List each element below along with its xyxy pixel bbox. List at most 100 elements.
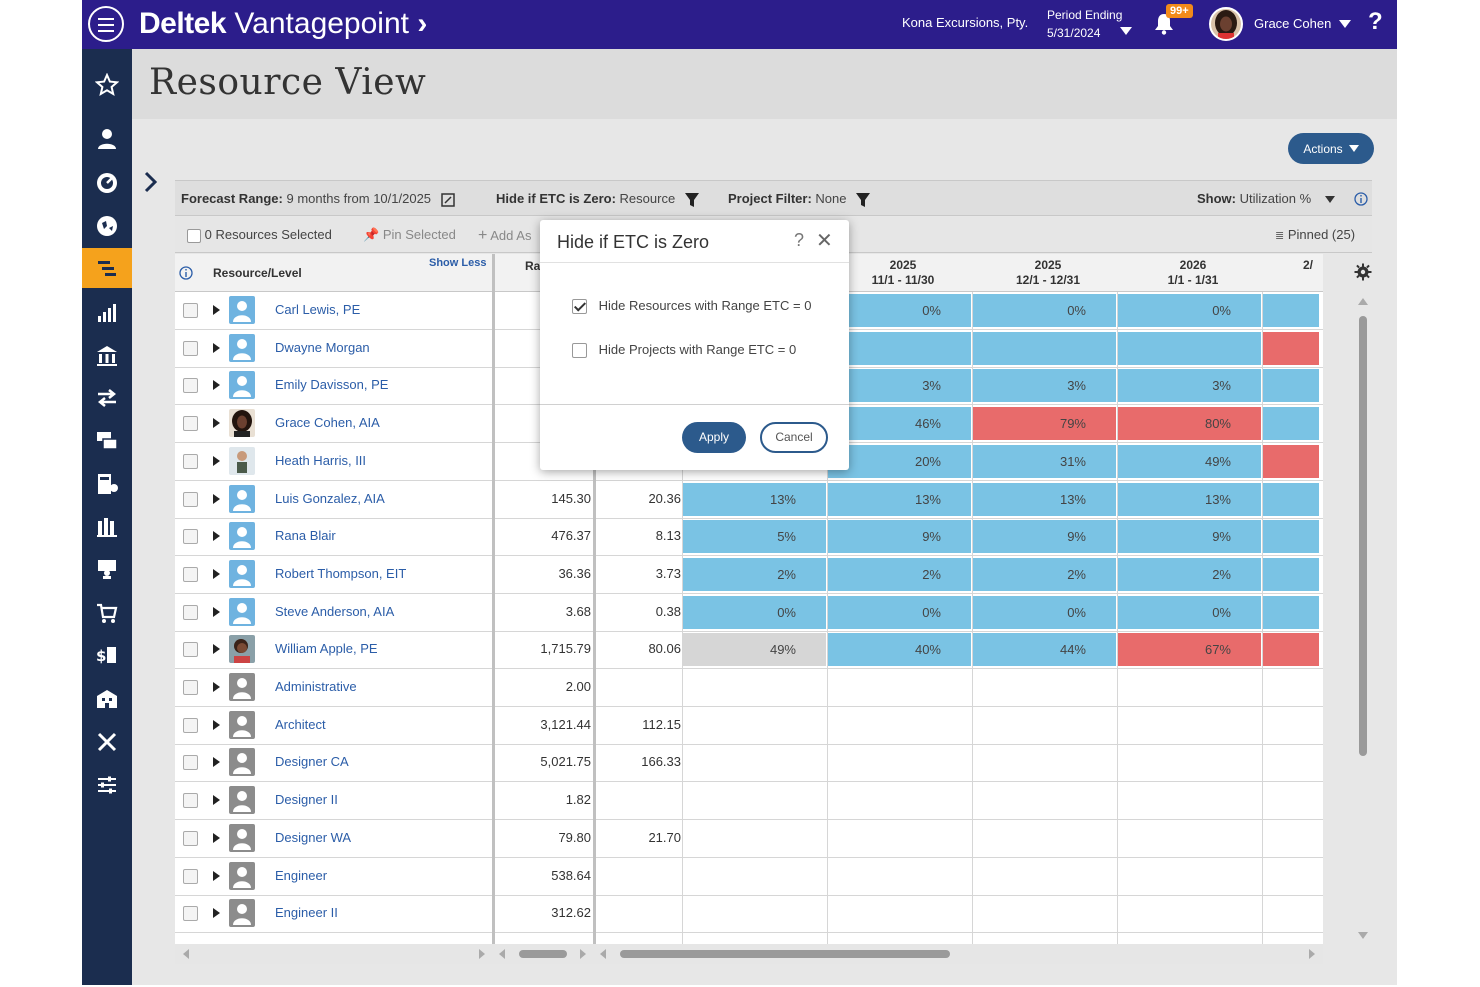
row-checkbox[interactable] bbox=[183, 906, 198, 922]
close-icon[interactable]: ✕ bbox=[816, 230, 833, 252]
info-icon[interactable] bbox=[179, 266, 193, 280]
hamburger-menu-icon[interactable] bbox=[88, 6, 124, 42]
funnel-icon[interactable] bbox=[856, 192, 871, 207]
utilization-cell[interactable]: 80% bbox=[1118, 407, 1261, 441]
utilization-cell[interactable]: 2% bbox=[973, 557, 1116, 591]
table-row[interactable]: Engineer 538.64 bbox=[175, 858, 1323, 896]
utilization-cell[interactable]: 0% bbox=[973, 595, 1116, 629]
expand-row-icon[interactable] bbox=[213, 380, 220, 391]
utilization-cell[interactable]: 44% bbox=[973, 633, 1116, 667]
resource-name-link[interactable]: Robert Thompson, EIT bbox=[275, 565, 407, 581]
col-ra[interactable]: Ra bbox=[525, 259, 541, 273]
expand-row-icon[interactable] bbox=[213, 606, 220, 617]
table-row[interactable]: Steve Anderson, AIA 3.68 0.38 0% 0% 0% 0% bbox=[175, 594, 1323, 632]
hide-resources-checkbox[interactable] bbox=[572, 299, 587, 315]
expand-row-icon[interactable] bbox=[213, 908, 220, 919]
select-all-checkbox[interactable] bbox=[187, 228, 201, 243]
table-row[interactable]: Administrative 2.00 bbox=[175, 669, 1323, 707]
expand-row-icon[interactable] bbox=[213, 531, 220, 542]
period-header[interactable]: 2025 12/1 - 12/31 bbox=[978, 258, 1118, 288]
utilization-cell[interactable] bbox=[1263, 444, 1319, 478]
table-row[interactable]: Robert Thompson, EIT 36.36 3.73 2% 2% 2% 2% bbox=[175, 556, 1323, 594]
utilization-cell[interactable] bbox=[973, 331, 1116, 365]
user-name[interactable]: Grace Cohen bbox=[1254, 16, 1332, 31]
row-checkbox[interactable] bbox=[183, 604, 198, 620]
row-checkbox[interactable] bbox=[183, 680, 198, 695]
col-resource-level[interactable]: Resource/Level bbox=[213, 266, 302, 280]
utilization-cell[interactable]: 2% bbox=[828, 557, 971, 591]
utilization-cell[interactable]: 0% bbox=[1118, 595, 1261, 629]
utilization-cell[interactable]: 3% bbox=[828, 369, 971, 403]
forecast-range[interactable]: Forecast Range: 9 months from 10/1/2025 bbox=[181, 191, 455, 207]
period-dropdown-icon[interactable] bbox=[1120, 27, 1132, 35]
row-checkbox[interactable] bbox=[183, 416, 198, 432]
resource-name-link[interactable]: Engineer bbox=[275, 867, 328, 883]
table-row[interactable]: Heath Harris, III 20% 31% 49% bbox=[175, 443, 1323, 481]
scroll-right-icon[interactable] bbox=[580, 949, 586, 959]
utilization-cell[interactable] bbox=[828, 331, 971, 365]
resource-name-link[interactable]: Steve Anderson, AIA bbox=[275, 603, 395, 619]
utilization-cell[interactable] bbox=[1263, 482, 1319, 516]
utilization-cell[interactable]: 31% bbox=[973, 444, 1116, 478]
expand-row-icon[interactable] bbox=[213, 644, 220, 655]
resource-name-link[interactable]: Designer CA bbox=[275, 754, 349, 770]
utilization-cell[interactable] bbox=[1263, 369, 1319, 403]
user-avatar[interactable] bbox=[1209, 7, 1243, 41]
expand-row-icon[interactable] bbox=[213, 682, 220, 692]
table-row[interactable]: Rana Blair 476.37 8.13 5% 9% 9% 9% bbox=[175, 518, 1323, 557]
expand-row-icon[interactable] bbox=[213, 455, 220, 466]
utilization-cell[interactable]: 40% bbox=[828, 633, 971, 667]
utilization-cell[interactable] bbox=[1118, 331, 1261, 365]
vertical-scroll-thumb[interactable] bbox=[1359, 316, 1367, 756]
table-row[interactable]: Designer II 1.82 bbox=[175, 782, 1323, 821]
utilization-cell[interactable]: 0% bbox=[1118, 294, 1261, 327]
star-icon[interactable] bbox=[82, 65, 132, 105]
chart-icon[interactable] bbox=[82, 293, 132, 333]
scroll-left-icon[interactable] bbox=[600, 949, 606, 959]
utilization-cell[interactable]: 67% bbox=[1118, 633, 1261, 667]
utilization-cell[interactable]: 0% bbox=[683, 595, 826, 629]
utilization-cell[interactable]: 13% bbox=[683, 482, 826, 516]
row-checkbox[interactable] bbox=[183, 755, 198, 771]
resource-name-link[interactable]: Dwayne Morgan bbox=[275, 339, 370, 355]
option-hide-projects[interactable]: Hide Projects with Range ETC = 0 bbox=[572, 342, 796, 359]
utilization-cell[interactable]: 9% bbox=[1118, 520, 1261, 554]
utilization-cell[interactable]: 13% bbox=[828, 482, 971, 516]
utilization-cell[interactable]: 9% bbox=[973, 520, 1116, 554]
row-checkbox[interactable] bbox=[183, 453, 198, 469]
resource-view-icon[interactable] bbox=[82, 248, 132, 288]
utilization-cell[interactable] bbox=[1263, 294, 1319, 327]
resource-name-link[interactable]: William Apple, PE bbox=[275, 641, 378, 657]
company-name[interactable]: Kona Excursions, Pty. bbox=[902, 15, 1029, 30]
column-divider[interactable] bbox=[593, 254, 596, 944]
resource-name-link[interactable]: Designer II bbox=[275, 792, 338, 808]
select-resources[interactable]: 0 Resources Selected bbox=[187, 227, 332, 243]
column-divider[interactable] bbox=[492, 254, 495, 944]
scroll-up-icon[interactable] bbox=[1358, 298, 1368, 305]
expand-row-icon[interactable] bbox=[213, 795, 220, 806]
utilization-cell[interactable]: 13% bbox=[1118, 482, 1261, 516]
horizontal-scroll-thumb[interactable] bbox=[519, 950, 567, 958]
period-header[interactable]: 2/ bbox=[1293, 258, 1323, 273]
resource-name-link[interactable]: Luis Gonzalez, AIA bbox=[275, 490, 385, 506]
expand-row-icon[interactable] bbox=[213, 870, 220, 881]
hide-projects-checkbox[interactable] bbox=[572, 343, 587, 359]
row-checkbox[interactable] bbox=[183, 303, 198, 318]
globe-icon[interactable] bbox=[82, 206, 132, 246]
expand-panel-icon[interactable] bbox=[141, 170, 161, 194]
add-as-button[interactable]: + Add As bbox=[478, 227, 531, 245]
utilization-cell[interactable]: 3% bbox=[973, 369, 1116, 403]
building-icon[interactable] bbox=[82, 679, 132, 719]
tools-icon[interactable] bbox=[82, 722, 132, 762]
vertical-scrollbar[interactable] bbox=[1356, 292, 1370, 944]
table-row[interactable]: Architect 3,121.44 112.15 bbox=[175, 707, 1323, 745]
row-checkbox[interactable] bbox=[183, 491, 198, 507]
expand-row-icon[interactable] bbox=[213, 568, 220, 579]
user-dropdown-icon[interactable] bbox=[1339, 20, 1351, 28]
utilization-cell[interactable]: 2% bbox=[683, 557, 826, 591]
help-icon[interactable]: ? bbox=[1368, 8, 1383, 35]
utilization-cell[interactable]: 49% bbox=[683, 633, 826, 667]
period-header[interactable]: 2025 11/1 - 11/30 bbox=[833, 258, 973, 288]
utilization-cell[interactable] bbox=[1263, 407, 1319, 441]
utilization-cell[interactable] bbox=[1263, 331, 1319, 365]
